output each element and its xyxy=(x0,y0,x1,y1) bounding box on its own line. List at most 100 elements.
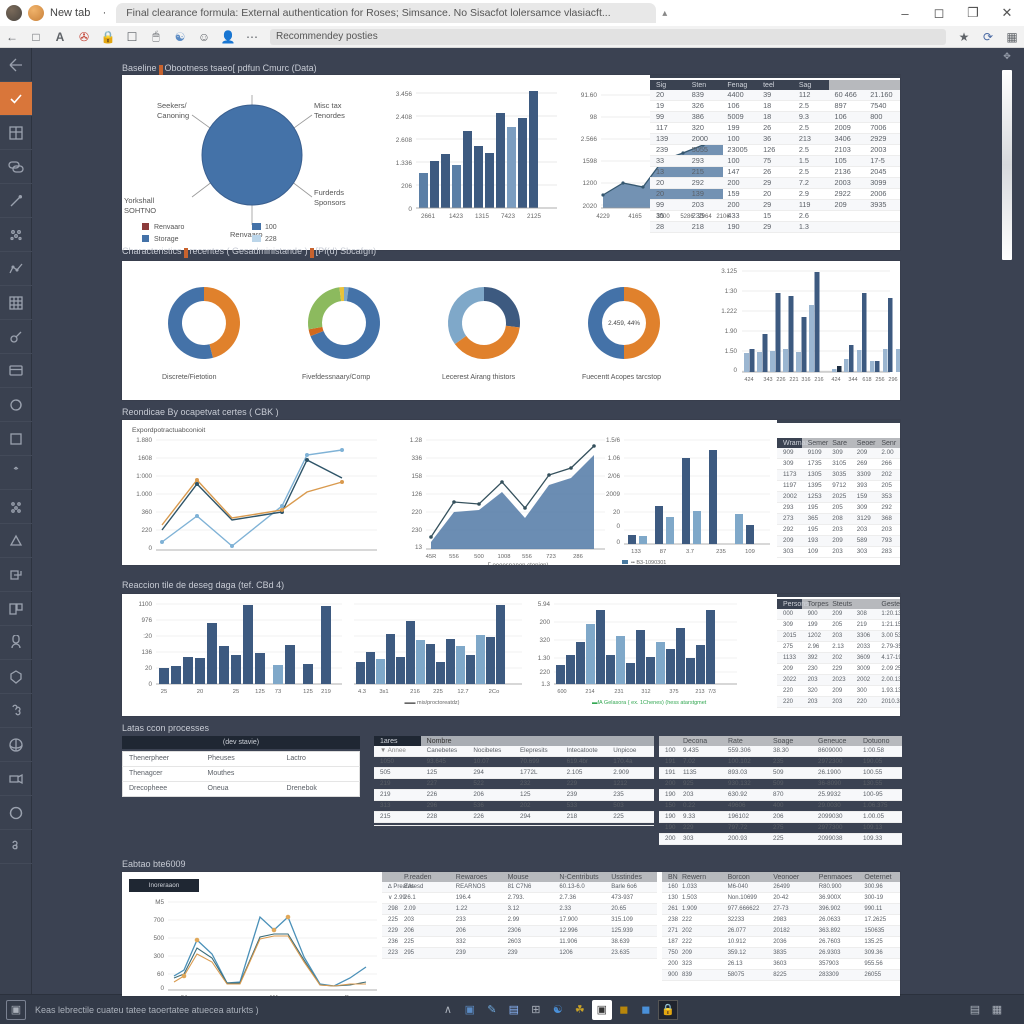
svg-text:220: 220 xyxy=(411,509,422,516)
svg-text:98: 98 xyxy=(590,114,598,121)
svg-text:5.94: 5.94 xyxy=(538,601,551,608)
svg-text:286: 286 xyxy=(573,554,583,560)
svg-text:1.30: 1.30 xyxy=(538,655,551,662)
svg-text:1200: 1200 xyxy=(583,180,598,187)
svg-text:700: 700 xyxy=(153,917,164,924)
svg-text:320: 320 xyxy=(539,637,550,644)
svg-text:136: 136 xyxy=(141,649,152,656)
svg-text:344: 344 xyxy=(848,377,857,383)
svg-text:▬▬ mis/proctoreatdz): ▬▬ mis/proctoreatdz) xyxy=(404,700,459,706)
svg-text:200: 200 xyxy=(539,619,550,626)
svg-text:1:30: 1:30 xyxy=(725,288,738,295)
svg-text:2.608: 2.608 xyxy=(396,137,413,144)
svg-text:04: 04 xyxy=(181,995,188,996)
svg-text:M4: M4 xyxy=(270,995,279,996)
svg-text:Storage: Storage xyxy=(154,236,179,243)
svg-text:60: 60 xyxy=(157,971,165,978)
svg-text:600: 600 xyxy=(557,689,566,695)
svg-text:45R: 45R xyxy=(426,554,437,560)
svg-text:1008: 1008 xyxy=(498,554,511,560)
svg-text:235: 235 xyxy=(716,549,726,555)
svg-text:0: 0 xyxy=(148,681,152,688)
svg-text:556: 556 xyxy=(449,554,459,560)
svg-text:4165: 4165 xyxy=(628,214,642,220)
svg-text:1.5/6: 1.5/6 xyxy=(606,437,621,444)
svg-text:0: 0 xyxy=(733,367,737,374)
svg-text::20: :20 xyxy=(143,633,152,640)
svg-text:7423: 7423 xyxy=(501,213,516,220)
svg-text:1608: 1608 xyxy=(138,455,153,462)
svg-text:1.50: 1.50 xyxy=(725,348,738,355)
svg-text:0: 0 xyxy=(616,523,620,530)
svg-text:2.566: 2.566 xyxy=(581,136,598,143)
svg-text:220: 220 xyxy=(141,527,152,534)
svg-text:1.90: 1.90 xyxy=(725,328,738,335)
svg-text:4.3: 4.3 xyxy=(358,689,366,695)
svg-text:2020: 2020 xyxy=(583,203,598,210)
svg-text:1.222: 1.222 xyxy=(721,308,737,315)
svg-text:2Co: 2Co xyxy=(489,689,500,695)
svg-text:220: 220 xyxy=(539,669,550,676)
svg-text:Seekers/: Seekers/ xyxy=(157,101,188,110)
svg-text:158: 158 xyxy=(411,473,422,480)
svg-text:2.459, 44%: 2.459, 44% xyxy=(608,320,640,327)
svg-text:216: 216 xyxy=(410,689,420,695)
svg-text:2009: 2009 xyxy=(606,491,621,498)
svg-text:216: 216 xyxy=(814,377,823,383)
svg-text:Tenordes: Tenordes xyxy=(314,111,345,120)
svg-text:0: 0 xyxy=(148,545,152,552)
svg-text:0: 0 xyxy=(616,539,620,546)
svg-text:2/06: 2/06 xyxy=(608,473,621,480)
svg-text:13: 13 xyxy=(415,544,423,551)
svg-text:343: 343 xyxy=(763,377,772,383)
svg-text:1.880: 1.880 xyxy=(136,437,152,444)
svg-text:Renvaaro: Renvaaro xyxy=(154,224,184,231)
svg-text:7/3: 7/3 xyxy=(708,689,716,695)
svg-text:500: 500 xyxy=(153,935,164,942)
svg-text:213: 213 xyxy=(695,689,704,695)
svg-text:1598: 1598 xyxy=(583,158,598,165)
svg-text:1.3: 1.3 xyxy=(541,681,550,688)
svg-text:1.28: 1.28 xyxy=(410,437,423,444)
svg-text:424: 424 xyxy=(831,377,840,383)
svg-text:316: 316 xyxy=(801,377,810,383)
svg-text:3s1: 3s1 xyxy=(379,689,388,695)
svg-text:1.000: 1.000 xyxy=(136,491,152,498)
svg-text:12.7: 12.7 xyxy=(457,689,468,695)
svg-text:556: 556 xyxy=(522,554,532,560)
svg-text:256: 256 xyxy=(875,377,884,383)
svg-text:375: 375 xyxy=(669,689,678,695)
svg-text:Das: Das xyxy=(345,995,355,996)
svg-text:1100: 1100 xyxy=(138,601,152,608)
svg-text:0: 0 xyxy=(160,985,164,992)
svg-text:214: 214 xyxy=(585,689,594,695)
svg-text:424: 424 xyxy=(744,377,753,383)
svg-text:226: 226 xyxy=(776,377,785,383)
svg-text:Yorkshall: Yorkshall xyxy=(124,196,154,205)
svg-text:4229: 4229 xyxy=(596,214,610,220)
svg-text:M5: M5 xyxy=(155,899,164,906)
svg-text:1315: 1315 xyxy=(475,213,490,220)
svg-text:221: 221 xyxy=(789,377,798,383)
svg-text:723: 723 xyxy=(546,554,556,560)
svg-text:1423: 1423 xyxy=(449,213,464,220)
svg-text:▬fA Gelasora { ex. 1Chenes) (h: ▬fA Gelasora { ex. 1Chenes) (hess atarst… xyxy=(592,700,707,706)
svg-text:2125: 2125 xyxy=(527,213,542,220)
svg-text:125: 125 xyxy=(303,689,313,695)
svg-text:Furderds: Furderds xyxy=(314,188,344,197)
svg-text:Γ oeoesnanon ctopign): Γ oeoesnanon ctopign) xyxy=(487,563,548,565)
svg-text:100: 100 xyxy=(265,224,277,231)
svg-text:3.7: 3.7 xyxy=(686,549,694,555)
svg-text:25: 25 xyxy=(233,689,239,695)
svg-text:Misc tax: Misc tax xyxy=(314,101,342,110)
svg-text:300: 300 xyxy=(153,953,164,960)
svg-text:3.456: 3.456 xyxy=(396,91,413,98)
svg-text:Expordpotractuabconioit: Expordpotractuabconioit xyxy=(132,427,205,434)
svg-text:231: 231 xyxy=(614,689,623,695)
svg-text:20: 20 xyxy=(197,689,203,695)
svg-text:87: 87 xyxy=(660,549,666,555)
svg-text:1.06: 1.06 xyxy=(608,455,621,462)
svg-text:133: 133 xyxy=(631,549,641,555)
svg-text:Lecerest Airang thistors: Lecerest Airang thistors xyxy=(442,374,516,381)
svg-text:976: 976 xyxy=(141,617,152,624)
